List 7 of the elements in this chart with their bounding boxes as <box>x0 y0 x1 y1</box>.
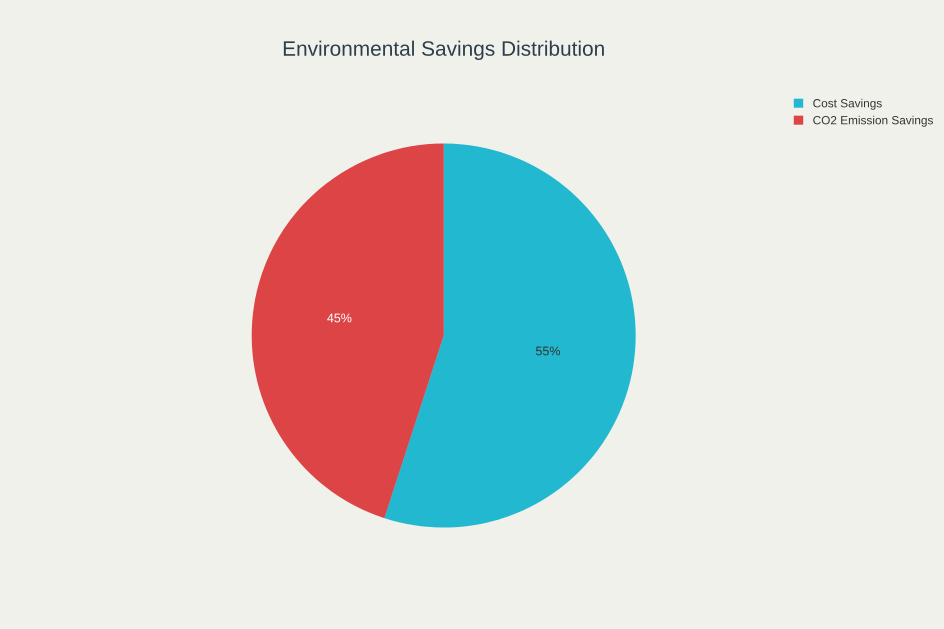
legend-label: Cost Savings <box>813 98 882 110</box>
chart-title: Environmental Savings Distribution <box>284 40 604 60</box>
data-label: 55% <box>536 346 560 356</box>
data-label: 45% <box>327 314 352 322</box>
pie-slice <box>252 144 444 518</box>
legend-label: CO2 Emission Savings <box>813 116 933 127</box>
pie-slice <box>384 144 636 528</box>
